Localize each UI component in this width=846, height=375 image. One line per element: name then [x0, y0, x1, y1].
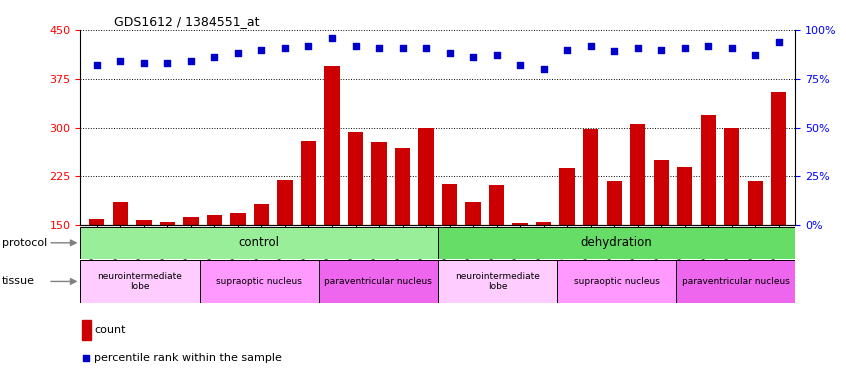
Point: [537, 66, 551, 72]
Point: [420, 45, 433, 51]
Point: [749, 53, 762, 58]
Point: [302, 43, 316, 49]
Bar: [465, 202, 481, 225]
Bar: [557, 260, 676, 303]
Bar: [80, 260, 200, 303]
Bar: [80, 227, 437, 259]
Point: [161, 60, 174, 66]
Bar: [419, 128, 434, 225]
Point: [607, 48, 621, 54]
Bar: [136, 220, 151, 225]
Text: paraventricular nucleus: paraventricular nucleus: [682, 277, 789, 286]
Text: control: control: [239, 236, 279, 249]
Point: [655, 46, 668, 53]
Bar: [160, 222, 175, 225]
Bar: [489, 185, 504, 225]
Point: [772, 39, 786, 45]
Bar: [583, 129, 598, 225]
Point: [631, 45, 645, 51]
Point: [584, 43, 597, 49]
Text: neurointermediate
lobe: neurointermediate lobe: [97, 272, 183, 291]
Bar: [277, 180, 293, 225]
Point: [466, 54, 480, 60]
Bar: [442, 184, 457, 225]
Text: supraoptic nucleus: supraoptic nucleus: [574, 277, 660, 286]
Bar: [89, 219, 104, 225]
Bar: [254, 204, 269, 225]
Bar: [184, 216, 199, 225]
Bar: [371, 142, 387, 225]
Bar: [772, 92, 787, 225]
Point: [113, 58, 127, 64]
Point: [490, 53, 503, 58]
Point: [184, 58, 198, 64]
Bar: [437, 260, 557, 303]
Bar: [724, 128, 739, 225]
Text: paraventricular nucleus: paraventricular nucleus: [324, 277, 432, 286]
Bar: [324, 66, 339, 225]
Text: count: count: [94, 325, 125, 335]
Bar: [676, 260, 795, 303]
Bar: [82, 320, 91, 340]
Bar: [437, 227, 795, 259]
Bar: [654, 160, 669, 225]
Point: [678, 45, 691, 51]
Bar: [200, 260, 319, 303]
Bar: [395, 148, 410, 225]
Point: [80, 355, 93, 361]
Bar: [513, 223, 528, 225]
Bar: [677, 166, 692, 225]
Point: [231, 50, 244, 56]
Text: percentile rank within the sample: percentile rank within the sample: [94, 353, 282, 363]
Point: [349, 43, 362, 49]
Bar: [630, 124, 645, 225]
Point: [442, 50, 456, 56]
Text: protocol: protocol: [2, 238, 47, 248]
Point: [278, 45, 292, 51]
Bar: [700, 114, 716, 225]
Text: GDS1612 / 1384551_at: GDS1612 / 1384551_at: [114, 15, 260, 28]
Bar: [348, 132, 363, 225]
Point: [90, 62, 103, 68]
Bar: [230, 213, 245, 225]
Text: supraoptic nucleus: supraoptic nucleus: [216, 277, 302, 286]
Text: tissue: tissue: [2, 276, 35, 286]
Point: [325, 35, 338, 41]
Point: [255, 46, 268, 53]
Point: [725, 45, 739, 51]
Point: [514, 62, 527, 68]
Bar: [319, 260, 438, 303]
Bar: [536, 222, 552, 225]
Bar: [206, 215, 222, 225]
Bar: [113, 202, 128, 225]
Bar: [748, 181, 763, 225]
Bar: [301, 141, 316, 225]
Bar: [607, 181, 622, 225]
Bar: [559, 168, 574, 225]
Point: [207, 54, 221, 60]
Point: [560, 46, 574, 53]
Point: [396, 45, 409, 51]
Text: dehydration: dehydration: [580, 236, 652, 249]
Point: [372, 45, 386, 51]
Text: neurointermediate
lobe: neurointermediate lobe: [455, 272, 540, 291]
Point: [701, 43, 715, 49]
Point: [137, 60, 151, 66]
